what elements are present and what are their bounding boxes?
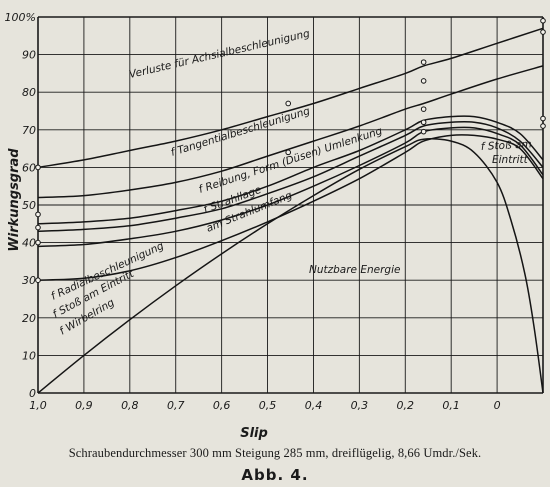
x-tick-label: 0,4 [305,399,323,412]
marked-point [285,100,292,107]
chart-grid [37,16,544,394]
series-line-4 [37,126,544,248]
x-tick-label: 0,8 [121,399,139,412]
marked-point [540,115,546,122]
marked-point [540,29,546,35]
annotation-stoss-eintritt: f Stoß am [481,138,532,153]
y-tick-label: 60 [22,161,36,174]
x-tick-label: 0,9 [75,399,93,412]
x-tick-label: 0 [494,399,501,412]
marked-point [420,128,427,135]
y-tick-label: 100% [5,11,36,24]
left-marker [35,211,41,218]
marked-point [540,17,546,24]
figure-caption: Schraubendurchmesser 300 mm Steigung 285… [68,446,482,460]
series-line-6 [37,138,544,394]
marked-point [285,149,292,156]
series-line-3 [37,120,544,233]
y-tick-label: 90 [22,49,36,62]
marked-point [540,123,546,129]
x-tick-label: 0,5 [259,399,277,412]
efficiency-chart: 0 10 20 30 40 50 60 70 80 90 100% 1,0 0,9 0,8 0,7 0,6 0,… [5,11,546,441]
y-tick-label: 80 [22,86,36,99]
x-tick-label: 0,7 [167,399,185,412]
series-line-2 [37,115,544,225]
marked-point [420,106,427,112]
y-tick-label: 10 [22,349,36,362]
annotation-stoss-eintritt2: Eintritt [492,154,529,166]
series-line-0 [37,27,544,169]
x-axis-label: Slip [240,426,268,441]
chart-points [35,17,546,284]
y-tick-label: 50 [22,199,36,212]
y-tick-label: 70 [22,124,36,137]
x-tick-label: 0,3 [351,399,369,412]
y-tick-label: 30 [22,274,36,287]
x-tick-label: 0,2 [397,399,415,412]
y-tick-label: 40 [22,237,36,250]
y-tick-label: 0 [29,387,36,400]
left-marker [35,277,41,284]
x-tick-label: 0,6 [213,399,231,412]
x-tick-label: 0,1 [442,399,460,412]
y-axis-label: Wirkungsgrad [7,148,22,252]
y-tick-label: 20 [22,312,36,325]
series-line-1 [37,65,544,199]
left-marker [35,224,41,231]
chart-series [37,27,544,394]
left-marker [35,164,41,171]
marked-point [420,59,427,65]
chart-ticks: 0 10 20 30 40 50 60 70 80 90 100% 1,0 0,9 0,8 0,7 0,6 0,… [5,11,501,412]
figure-label: Abb. 4. [241,466,309,484]
annotation-nutzbar: Nutzbare Energie [309,264,400,276]
left-marker [35,239,41,246]
series-line-5 [37,134,544,281]
marked-point [420,78,427,84]
x-tick-label: 1,0 [29,399,47,412]
marked-point [420,119,427,126]
